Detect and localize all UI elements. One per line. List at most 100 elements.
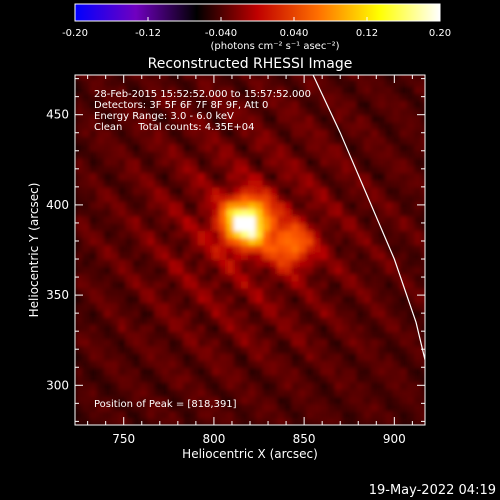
heatmap-cell: [363, 244, 372, 253]
heatmap-cell: [406, 280, 415, 289]
peak-position: Position of Peak = [818,391]: [94, 399, 237, 410]
heatmap-cell: [147, 186, 156, 195]
heatmap-cell: [96, 93, 105, 102]
heatmap-cell: [356, 338, 365, 347]
heatmap-cell: [327, 208, 336, 217]
heatmap-cell: [284, 338, 293, 347]
heatmap-cell: [313, 302, 322, 311]
heatmap-cell: [190, 165, 199, 174]
heatmap-cell: [349, 237, 358, 246]
heatmap-cell: [255, 172, 264, 181]
heatmap-cell: [414, 295, 423, 304]
heatmap-cell: [161, 230, 170, 239]
heatmap-cell: [190, 129, 199, 138]
heatmap-cell: [378, 179, 387, 188]
heatmap-cell: [370, 403, 379, 412]
heatmap-cell: [147, 201, 156, 210]
heatmap-cell: [154, 345, 163, 354]
heatmap-cell: [356, 417, 365, 425]
heatmap-cell: [233, 309, 242, 318]
info-line-counts: Clean Total counts: 4.35E+04: [94, 122, 254, 133]
heatmap-cell: [298, 338, 307, 347]
heatmap-cell: [370, 172, 379, 181]
heatmap-cell: [103, 143, 112, 152]
heatmap-cell: [378, 114, 387, 123]
heatmap-cell: [414, 345, 423, 354]
heatmap-cell: [183, 360, 192, 369]
heatmap-cell: [204, 165, 213, 174]
heatmap-cell: [233, 222, 242, 231]
heatmap-cell: [147, 78, 156, 87]
heatmap-cell: [370, 266, 379, 275]
heatmap-cell: [305, 295, 314, 304]
heatmap-cell: [233, 93, 242, 102]
heatmap-cell: [320, 121, 329, 130]
heatmap-cell: [327, 186, 336, 195]
heatmap-cell: [334, 208, 343, 217]
heatmap-cell: [161, 388, 170, 397]
heatmap-cell: [277, 172, 286, 181]
heatmap-cell: [269, 331, 278, 340]
heatmap-cell: [363, 136, 372, 145]
heatmap-cell: [284, 316, 293, 325]
heatmap-cell: [219, 222, 228, 231]
heatmap-cell: [75, 331, 84, 340]
heatmap-cell: [421, 331, 425, 340]
heatmap-cell: [197, 244, 206, 253]
heatmap-cell: [154, 367, 163, 376]
heatmap-cell: [212, 75, 221, 80]
heatmap-cell: [89, 201, 98, 210]
heatmap-cell: [356, 287, 365, 296]
heatmap-cell: [161, 136, 170, 145]
heatmap-cell: [111, 114, 120, 123]
heatmap-cell: [233, 121, 242, 130]
heatmap-cell: [399, 374, 408, 383]
heatmap-cell: [103, 410, 112, 419]
heatmap-cell: [248, 201, 257, 210]
heatmap-cell: [406, 215, 415, 224]
heatmap-cell: [89, 215, 98, 224]
heatmap-cell: [103, 388, 112, 397]
heatmap-cell: [168, 107, 177, 116]
heatmap-cell: [125, 302, 134, 311]
heatmap-cell: [233, 295, 242, 304]
heatmap-cell: [385, 367, 394, 376]
heatmap-cell: [147, 165, 156, 174]
heatmap-cell: [399, 302, 408, 311]
heatmap-cell: [132, 403, 141, 412]
heatmap-cell: [168, 403, 177, 412]
heatmap-cell: [269, 215, 278, 224]
heatmap-cell: [96, 352, 105, 361]
heatmap-cell: [414, 280, 423, 289]
heatmap-cell: [176, 338, 185, 347]
heatmap-cell: [125, 295, 134, 304]
heatmap-cell: [190, 280, 199, 289]
heatmap-cell: [349, 172, 358, 181]
heatmap-cell: [82, 338, 91, 347]
heatmap-cell: [291, 280, 300, 289]
heatmap-cell: [190, 410, 199, 419]
heatmap-cell: [233, 266, 242, 275]
heatmap-cell: [342, 338, 351, 347]
heatmap-cell: [349, 259, 358, 268]
heatmap-cell: [421, 172, 425, 181]
heatmap-cell: [370, 273, 379, 282]
heatmap-cell: [298, 316, 307, 325]
heatmap-cell: [82, 266, 91, 275]
heatmap-cell: [399, 157, 408, 167]
heatmap-cell: [305, 280, 314, 289]
heatmap-cell: [349, 331, 358, 340]
heatmap-cell: [406, 331, 415, 340]
heatmap-cell: [233, 360, 242, 369]
heatmap-cell: [226, 244, 235, 253]
heatmap-cell: [248, 280, 257, 289]
heatmap-cell: [255, 237, 264, 246]
heatmap-cell: [118, 302, 127, 311]
heatmap-cell: [204, 194, 213, 203]
heatmap-cell: [298, 165, 307, 174]
heatmap-cell: [168, 338, 177, 347]
heatmap-cell: [154, 266, 163, 275]
heatmap-cell: [212, 208, 221, 217]
heatmap-cell: [212, 251, 221, 260]
heatmap-cell: [349, 85, 358, 94]
